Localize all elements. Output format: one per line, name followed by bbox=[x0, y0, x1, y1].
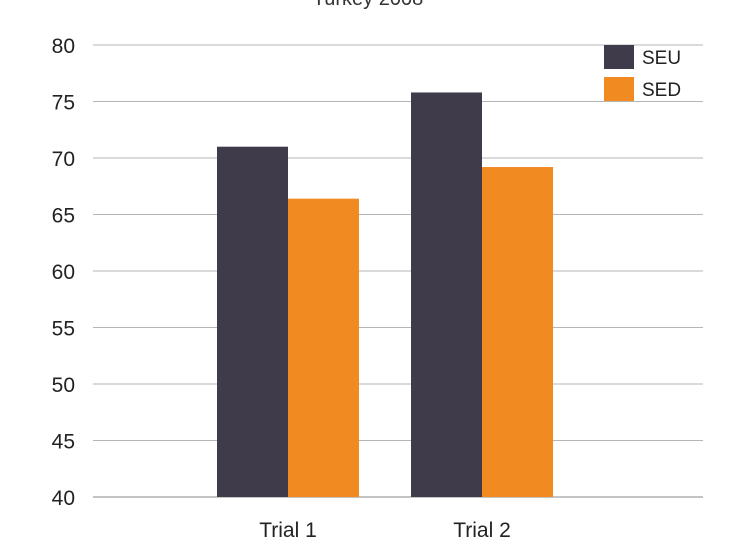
chart-title: Turkey 2008 bbox=[313, 0, 423, 10]
y-tick-label: 45 bbox=[52, 431, 75, 454]
y-tick-label: 75 bbox=[52, 92, 75, 115]
y-tick-label: 65 bbox=[52, 205, 75, 228]
bar-seu-trial-2 bbox=[411, 92, 482, 498]
bar-seu-trial-1 bbox=[217, 146, 288, 497]
bars bbox=[217, 92, 553, 498]
y-tick-label: 70 bbox=[52, 148, 75, 171]
y-tick-label: 60 bbox=[52, 261, 75, 284]
x-category-label: Trial 2 bbox=[453, 519, 511, 542]
legend-swatch-seu bbox=[604, 45, 634, 69]
x-category-label: Trial 1 bbox=[259, 519, 317, 542]
y-tick-label: 40 bbox=[52, 487, 75, 510]
gridlines bbox=[93, 44, 703, 498]
bar-sed-trial-1 bbox=[288, 198, 359, 497]
x-axis-category-labels: Trial 1 Trial 2 bbox=[259, 519, 511, 542]
legend-label-seu: SEU bbox=[642, 48, 681, 69]
y-tick-label: 80 bbox=[52, 35, 75, 58]
legend: SEU SED bbox=[604, 45, 681, 101]
bar-sed-trial-2 bbox=[482, 167, 553, 498]
y-axis-tick-labels: 40 45 50 55 60 65 70 75 80 bbox=[52, 35, 75, 510]
y-tick-label: 55 bbox=[52, 318, 75, 341]
legend-swatch-sed bbox=[604, 77, 634, 101]
y-tick-label: 50 bbox=[52, 374, 75, 397]
legend-label-sed: SED bbox=[642, 80, 681, 101]
